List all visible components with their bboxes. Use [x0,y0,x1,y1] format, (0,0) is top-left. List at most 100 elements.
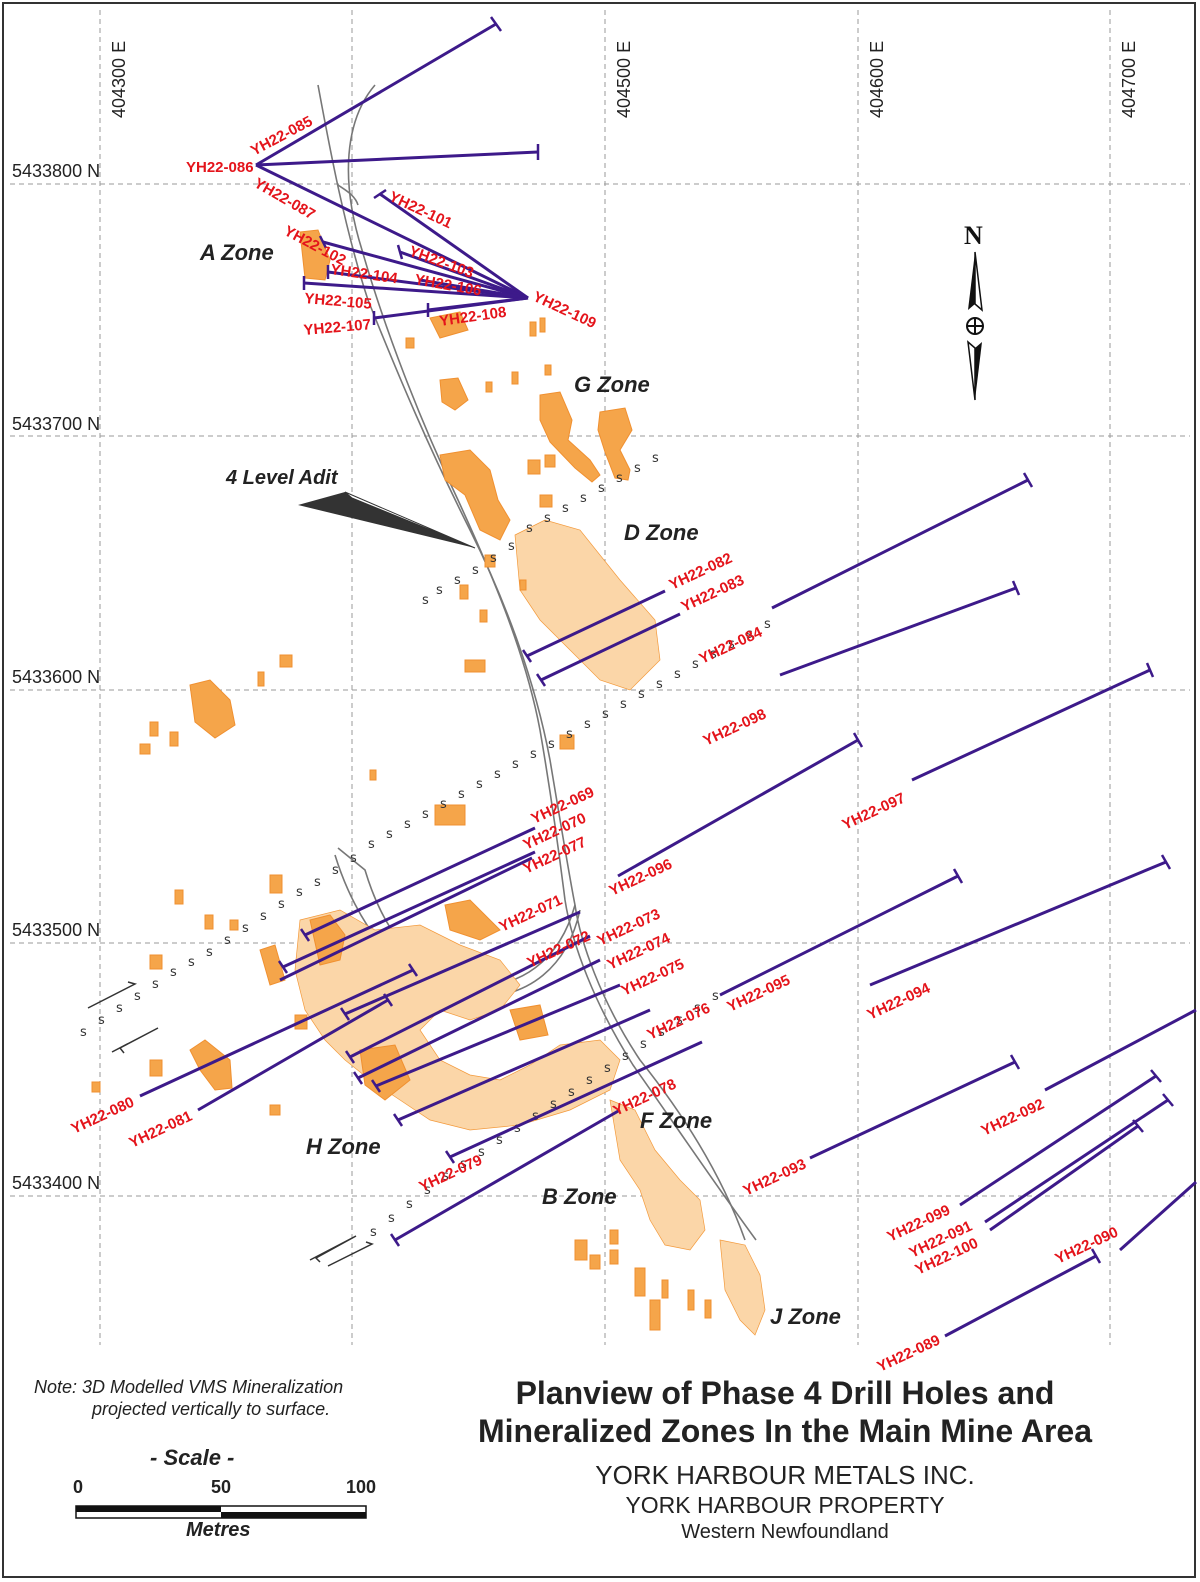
hole-label: YH22-097 [840,790,908,834]
svg-text:s: s [544,511,551,526]
svg-text:s: s [508,539,515,554]
svg-text:s: s [656,677,663,692]
svg-text:s: s [460,1157,467,1172]
svg-text:s: s [388,1211,395,1226]
svg-text:s: s [496,1133,503,1148]
svg-text:s: s [98,1013,105,1028]
svg-text:s: s [278,897,285,912]
hole-label: YH22-076 [645,1000,713,1044]
svg-text:s: s [634,461,641,476]
zone-label-a: A Zone [199,240,274,265]
hole-label: YH22-104 [329,261,399,287]
svg-text:s: s [332,863,339,878]
svg-text:s: s [440,797,447,812]
svg-text:s: s [80,1025,87,1040]
svg-text:s: s [406,1197,413,1212]
easting-label: 404700 E [1119,41,1139,118]
title-line: Planview of Phase 4 Drill Holes and [515,1375,1055,1411]
mineralization [91,229,766,1336]
adit-arrow [298,492,475,548]
property-name: YORK HARBOUR PROPERTY [625,1492,945,1518]
svg-text:s: s [566,727,573,742]
svg-text:s: s [562,501,569,516]
svg-text:s: s [116,1001,123,1016]
svg-text:s: s [422,593,429,608]
hole-label: YH22-093 [741,1156,809,1200]
map-note: Note: 3D Modelled VMS Mineralization pro… [34,1376,414,1420]
svg-text:s: s [494,767,501,782]
svg-text:s: s [476,777,483,792]
svg-text:s: s [676,1013,683,1028]
zone-label-j: J Zone [770,1304,841,1329]
northing-label: 5433500 N [12,920,100,940]
svg-text:s: s [580,491,587,506]
svg-text:s: s [454,573,461,588]
adit-label: 4 Level Adit [225,467,339,489]
svg-text:s: s [260,909,267,924]
svg-text:s: s [386,827,393,842]
northing-label: 5433400 N [12,1173,100,1193]
svg-text:s: s [224,933,231,948]
svg-text:N: N [964,221,983,250]
scale-title: - Scale - [150,1445,235,1470]
svg-text:s: s [458,787,465,802]
zone-label-g: G Zone [574,372,650,397]
svg-text:s: s [370,1225,377,1240]
svg-text:s: s [620,697,627,712]
company-name: YORK HARBOUR METALS INC. [595,1460,975,1490]
hole-label: YH22-092 [979,1096,1047,1140]
northing-label: 5433800 N [12,161,100,181]
hole-label: YH22-094 [865,979,934,1023]
svg-text:s: s [206,945,213,960]
svg-text:s: s [296,885,303,900]
svg-text:s: s [514,1121,521,1136]
svg-text:s: s [350,851,357,866]
svg-text:s: s [404,817,411,832]
note-line: projected vertically to surface. [92,1399,331,1419]
region-name: Western Newfoundland [681,1521,889,1543]
svg-text:s: s [548,737,555,752]
fault-movement-arrows [87,981,374,1267]
svg-text:s: s [604,1061,611,1076]
svg-text:s: s [598,481,605,496]
hole-label: YH22-071 [497,892,565,936]
svg-text:s: s [602,707,609,722]
svg-text:s: s [586,1073,593,1088]
svg-text:s: s [314,875,321,890]
svg-text:s: s [692,657,699,672]
north-arrow-icon: N [964,221,984,401]
hole-label: YH22-105 [304,290,373,313]
svg-text:s: s [710,647,717,662]
svg-text:s: s [712,989,719,1004]
hole-label: YH22-087 [251,175,318,223]
svg-text:s: s [188,955,195,970]
hole-label: YH22-086 [186,159,254,176]
northing-label: 5433700 N [12,414,100,434]
svg-text:s: s [550,1097,557,1112]
northing-label: 5433600 N [12,667,100,687]
svg-text:s: s [728,637,735,652]
svg-text:s: s [568,1085,575,1100]
svg-text:s: s [424,1183,431,1198]
scale-tick: 100 [346,1477,377,1497]
svg-text:s: s [242,921,249,936]
svg-text:s: s [638,687,645,702]
svg-text:s: s [764,617,771,632]
hole-label: YH22-101 [386,188,454,232]
hole-label: YH22-080 [69,1094,137,1138]
zone-label-f: F Zone [640,1108,712,1133]
svg-text:s: s [658,1025,665,1040]
svg-text:s: s [478,1145,485,1160]
svg-text:s: s [622,1049,629,1064]
svg-text:s: s [436,583,443,598]
svg-text:s: s [472,563,479,578]
svg-text:s: s [584,717,591,732]
zone-label-b: B Zone [542,1184,617,1209]
scale-units: Metres [186,1519,251,1541]
map-title: Planview of Phase 4 Drill Holes and Mine… [440,1374,1130,1450]
svg-text:s: s [746,627,753,642]
hole-label: YH22-089 [875,1332,943,1376]
svg-text:s: s [694,1001,701,1016]
